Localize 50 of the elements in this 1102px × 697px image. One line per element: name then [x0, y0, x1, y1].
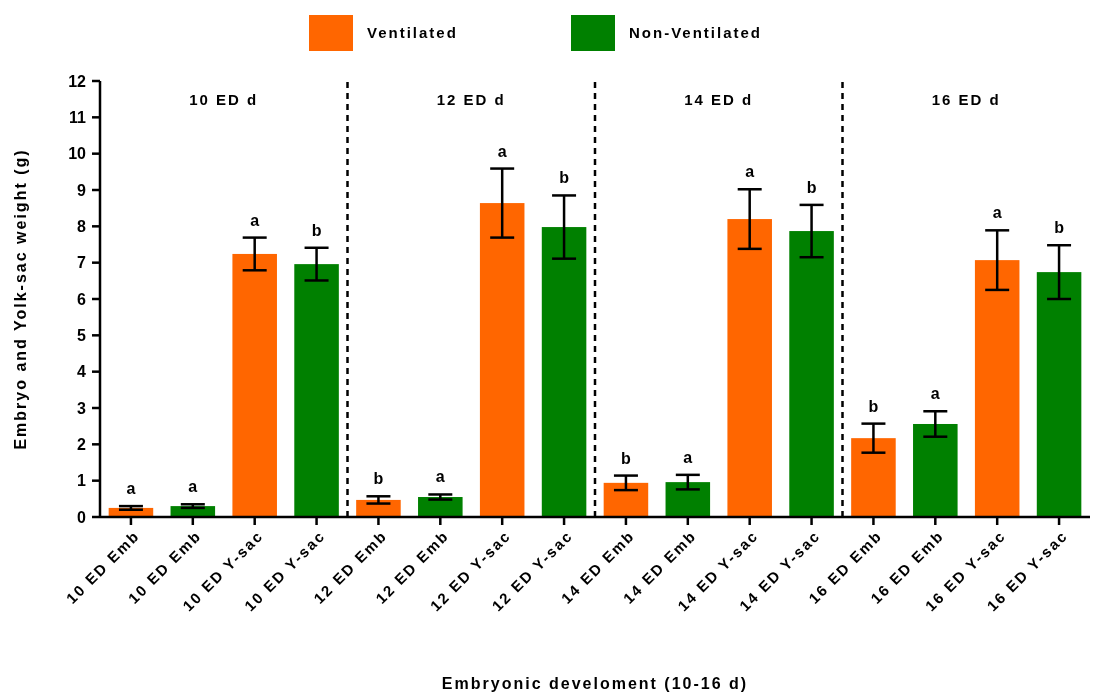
- y-tick-label: 0: [77, 508, 87, 526]
- data-label: a: [992, 204, 1002, 222]
- data-label: b: [868, 397, 879, 415]
- bar: [727, 219, 772, 517]
- data-label: a: [930, 385, 940, 403]
- bar: [913, 423, 958, 517]
- data-label: b: [621, 449, 632, 467]
- data-label: b: [1054, 219, 1065, 237]
- annotation: 10 ED d: [189, 91, 259, 108]
- legend-label: Ventilated: [367, 24, 458, 42]
- data-label: b: [806, 178, 817, 196]
- data-label: b: [311, 221, 322, 239]
- annotation: 16 ED d: [931, 91, 1001, 108]
- bar: [851, 438, 896, 517]
- data-label: a: [497, 142, 507, 160]
- y-tick-label: 3: [77, 399, 87, 417]
- data-label: a: [683, 448, 693, 466]
- data-label: b: [559, 169, 570, 187]
- data-label: a: [126, 480, 136, 498]
- y-tick-label: 1: [77, 472, 87, 490]
- y-tick-label: 8: [77, 217, 87, 235]
- bar: [541, 227, 587, 517]
- y-tick-label: 5: [77, 326, 87, 344]
- data-label: a: [188, 478, 198, 496]
- y-axis-title: Embryo and Yolk-sac weight (g): [12, 148, 29, 450]
- bar: [789, 231, 834, 517]
- bar: [974, 260, 1020, 517]
- bar: [232, 253, 277, 517]
- bar: [603, 482, 649, 517]
- y-tick-label: 4: [77, 363, 87, 381]
- y-tick-label: 6: [77, 290, 87, 308]
- x-axis-title: Embryonic develoment (10-16 d): [441, 675, 749, 692]
- y-tick-label: 9: [77, 181, 87, 199]
- y-tick-label: 12: [68, 72, 87, 90]
- bar: [1036, 272, 1082, 517]
- annotation: 12 ED d: [436, 91, 506, 108]
- legend-label: Non-Ventilated: [629, 24, 763, 42]
- data-label: b: [373, 470, 384, 488]
- data-label: a: [745, 163, 755, 181]
- data-label: a: [435, 468, 445, 486]
- y-tick-label: 11: [69, 108, 87, 126]
- y-tick-label: 7: [77, 254, 87, 272]
- data-label: a: [250, 211, 260, 229]
- annotation: 14 ED d: [684, 91, 754, 108]
- y-tick-label: 2: [77, 435, 87, 453]
- bar: [479, 203, 525, 517]
- bar: [418, 497, 463, 517]
- bar: [665, 482, 711, 517]
- y-tick-label: 10: [68, 145, 87, 163]
- bar: [294, 264, 339, 517]
